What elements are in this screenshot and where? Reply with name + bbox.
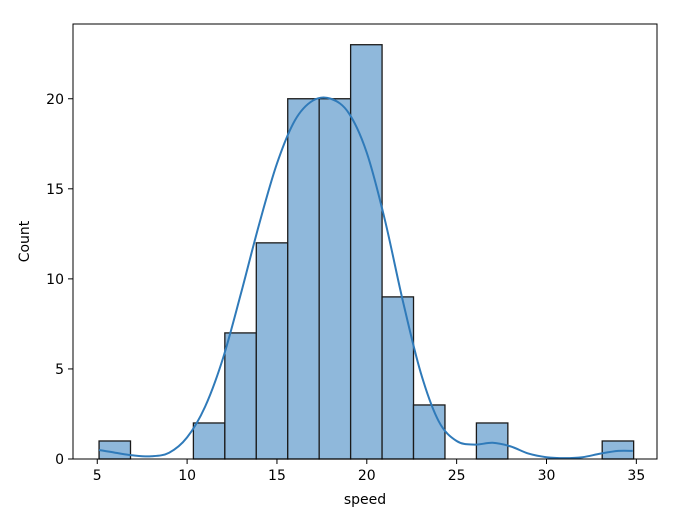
y-tick-label: 0 (55, 452, 64, 468)
y-tick-label: 5 (55, 362, 64, 378)
histogram-bar (224, 332, 257, 460)
y-axis-label: Count (17, 220, 33, 262)
y-tick-label: 15 (46, 182, 64, 198)
x-axis-label: speed (344, 492, 386, 508)
x-tick-label: 15 (268, 468, 286, 484)
x-tick-label: 30 (538, 468, 556, 484)
histogram-bar (287, 98, 320, 460)
x-tick-label: 25 (448, 468, 466, 484)
kde-line (98, 96, 633, 460)
y-tick-label: 10 (46, 272, 64, 288)
histogram-bar (381, 296, 415, 460)
bars-group (98, 44, 635, 460)
histogram-bar (192, 422, 226, 460)
histogram-bar (475, 422, 509, 460)
x-tick-label: 20 (358, 468, 376, 484)
y-ticks-group: 0 5 10 15 20 (46, 92, 73, 468)
histogram-bar (318, 98, 352, 460)
histogram-bar (412, 404, 446, 460)
y-tick-label: 20 (46, 92, 64, 108)
x-tick-label: 35 (627, 468, 645, 484)
histogram-bar (349, 44, 383, 460)
x-tick-label: 5 (93, 468, 102, 484)
x-tick-label: 10 (178, 468, 196, 484)
x-ticks-group: 5 10 15 20 25 30 35 (93, 459, 645, 484)
histogram-bar (255, 242, 289, 460)
plot-frame (72, 23, 658, 460)
